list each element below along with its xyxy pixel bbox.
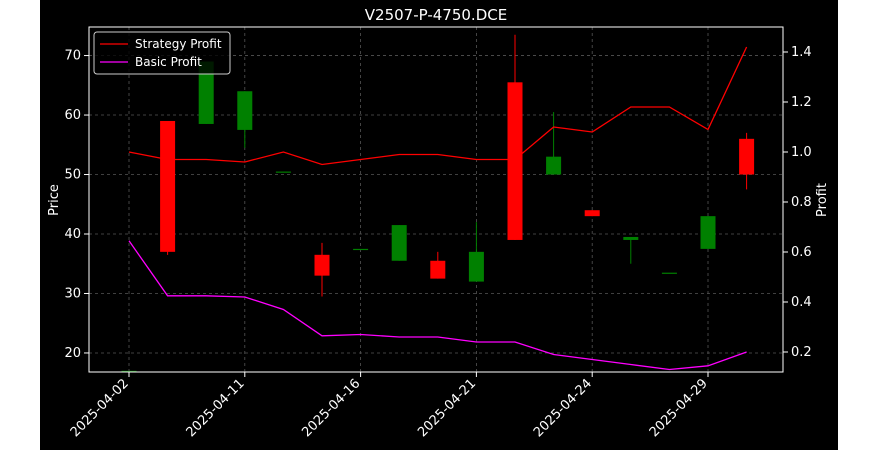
candle-body-14 <box>661 272 677 274</box>
y-axis-left-label: Price <box>47 184 62 216</box>
y-right-tick-label-4: 1.0 <box>791 145 812 160</box>
x-tick-label-2: 2025-04-16 <box>299 376 363 440</box>
series-line-strategy-profit <box>128 46 748 166</box>
chart-title: V2507-P-4750.DCE <box>365 6 507 24</box>
legend: Strategy Profit Basic Profit <box>93 31 231 75</box>
x-tick-label-1: 2025-04-11 <box>184 376 248 440</box>
plot-frame <box>88 26 784 373</box>
candle-body-7 <box>391 225 407 261</box>
candle-body-0 <box>121 370 137 373</box>
y-right-tick-label-1: 0.4 <box>791 295 812 310</box>
candle-body-3 <box>237 91 253 130</box>
candle-body-8 <box>430 260 446 279</box>
candle-body-2 <box>198 61 214 124</box>
legend-box <box>93 31 231 75</box>
profit-lines <box>128 46 748 371</box>
candles <box>121 34 755 373</box>
y-left-tick-label-4: 60 <box>64 108 81 123</box>
y-left-tick-label-1: 30 <box>64 286 81 301</box>
y-right-tick-label-5: 1.2 <box>791 95 812 110</box>
legend-label-basic: Basic Profit <box>135 55 202 69</box>
x-tick-label-4: 2025-04-24 <box>531 376 595 440</box>
y-axis-right-label: Profit <box>815 183 830 217</box>
x-tick-label-3: 2025-04-21 <box>415 376 479 440</box>
x-tick-label-0: 2025-04-02 <box>68 376 132 440</box>
y-right-tick-label-2: 0.6 <box>791 245 812 260</box>
candle-body-9 <box>468 251 484 282</box>
chart-figure: 20 30 40 50 60 70 0.2 0.4 0.6 0.8 1.0 1.2 1.4 2025-04… <box>40 0 838 450</box>
axes: 20 30 40 50 60 70 0.2 0.4 0.6 0.8 1.0 1.2 1.4 2025-04… <box>64 45 811 440</box>
candle-body-12 <box>584 210 600 217</box>
grid <box>89 27 783 372</box>
legend-label-strategy: Strategy Profit <box>135 37 222 51</box>
candle-body-5 <box>314 254 330 276</box>
series-line-basic-profit <box>128 240 747 371</box>
y-left-tick-label-2: 40 <box>64 227 81 242</box>
candle-body-6 <box>353 248 369 251</box>
candle-body-15 <box>700 216 716 249</box>
candle-body-4 <box>275 171 291 173</box>
y-left-tick-label-0: 20 <box>64 346 81 361</box>
y-left-tick-label-3: 50 <box>64 168 81 183</box>
candle-body-16 <box>739 138 755 175</box>
y-right-tick-label-0: 0.2 <box>791 345 812 360</box>
y-right-tick-label-6: 1.4 <box>791 45 812 60</box>
y-left-tick-label-5: 70 <box>64 49 81 64</box>
x-tick-label-5: 2025-04-29 <box>647 376 711 440</box>
candle-body-11 <box>546 156 562 175</box>
candlestick-chart: 20 30 40 50 60 70 0.2 0.4 0.6 0.8 1.0 1.2 1.4 2025-04… <box>47 6 830 440</box>
y-right-tick-label-3: 0.8 <box>791 195 812 210</box>
candle-body-1 <box>160 120 176 252</box>
candle-body-10 <box>507 82 523 240</box>
candle-body-13 <box>623 236 639 240</box>
